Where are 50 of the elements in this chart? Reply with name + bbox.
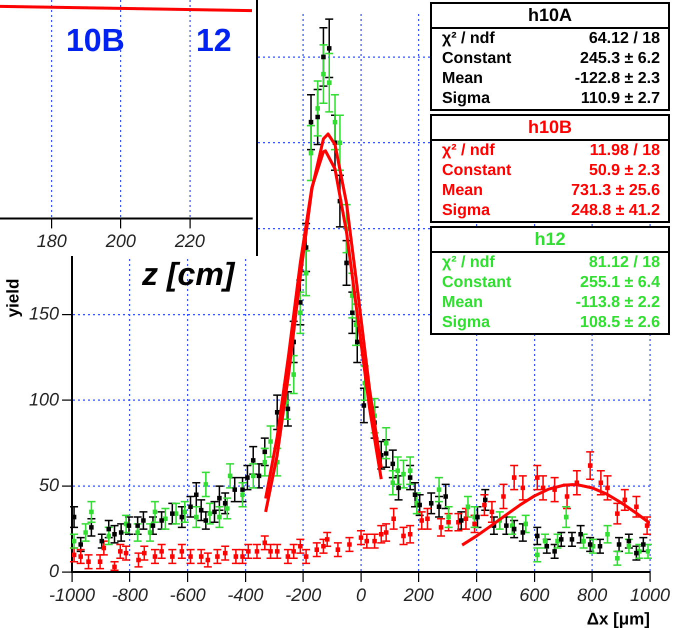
y-axis-title: yield xyxy=(3,278,23,318)
annotation: Mean xyxy=(442,294,483,312)
y-tick-label: 50 xyxy=(39,475,60,496)
x-tick-label: -200 xyxy=(285,584,322,605)
annotation: Mean xyxy=(442,182,483,200)
annotation: Sigma xyxy=(442,314,490,332)
annotation: 50.9 ± 2.3 xyxy=(588,162,660,180)
x-tick-label: 220 xyxy=(174,231,205,252)
annotation: Constant xyxy=(442,50,512,68)
annotation: 108.5 ± 2.6 xyxy=(580,314,660,332)
y-tick-label: 0 xyxy=(49,561,60,581)
y-tick-label: 150 xyxy=(28,303,60,324)
annotation: Constant xyxy=(442,274,512,292)
x-tick-label: 0 xyxy=(356,584,366,605)
annotation: χ² / ndf xyxy=(442,30,495,48)
annotation: χ² / ndf xyxy=(442,254,495,272)
x-axis-title: Δx [μm] xyxy=(586,609,650,628)
annotation: 731.3 ± 25.6 xyxy=(571,182,660,200)
x-tick-label: -600 xyxy=(170,584,206,605)
annotation: Constant xyxy=(442,162,512,180)
x-tick-label: 600 xyxy=(519,584,550,605)
annotation: 81.12 / 18 xyxy=(588,254,660,272)
x-tick-label: 200 xyxy=(402,584,434,605)
annotation: 110.9 ± 2.7 xyxy=(580,90,660,108)
x-tick-label: 800 xyxy=(577,584,608,605)
annotation: 11.98 / 18 xyxy=(590,142,660,160)
y-tick-label: 100 xyxy=(28,389,60,410)
text: h10B xyxy=(432,116,668,141)
annotation: χ² / ndf xyxy=(442,142,495,160)
x-tick-label: -400 xyxy=(227,584,264,605)
annotation: Sigma xyxy=(442,90,490,108)
text: h10A xyxy=(432,4,668,29)
annotation: 12 xyxy=(196,22,232,59)
x-tick-label: 200 xyxy=(104,231,136,252)
annotation: -122.8 ± 2.3 xyxy=(574,70,660,88)
x-tick-label: -1000 xyxy=(49,584,96,605)
x-axis-title: z [cm] xyxy=(142,256,234,293)
annotation: Mean xyxy=(442,70,483,88)
annotation: -113.8 ± 2.2 xyxy=(576,294,660,312)
annotation: 248.8 ± 41.2 xyxy=(571,202,660,220)
x-tick-label: 180 xyxy=(36,231,67,252)
text: h12 xyxy=(432,228,668,253)
annotation: 245.3 ± 6.2 xyxy=(580,50,660,68)
annotation: 255.1 ± 6.4 xyxy=(580,274,660,292)
annotation: 64.12 / 18 xyxy=(588,30,660,48)
annotation: 10B xyxy=(66,22,125,59)
x-tick-label: 400 xyxy=(462,584,492,605)
x-tick-label: 1000 xyxy=(630,584,670,605)
annotation: Sigma xyxy=(442,202,490,220)
x-tick-label: -800 xyxy=(112,584,148,605)
